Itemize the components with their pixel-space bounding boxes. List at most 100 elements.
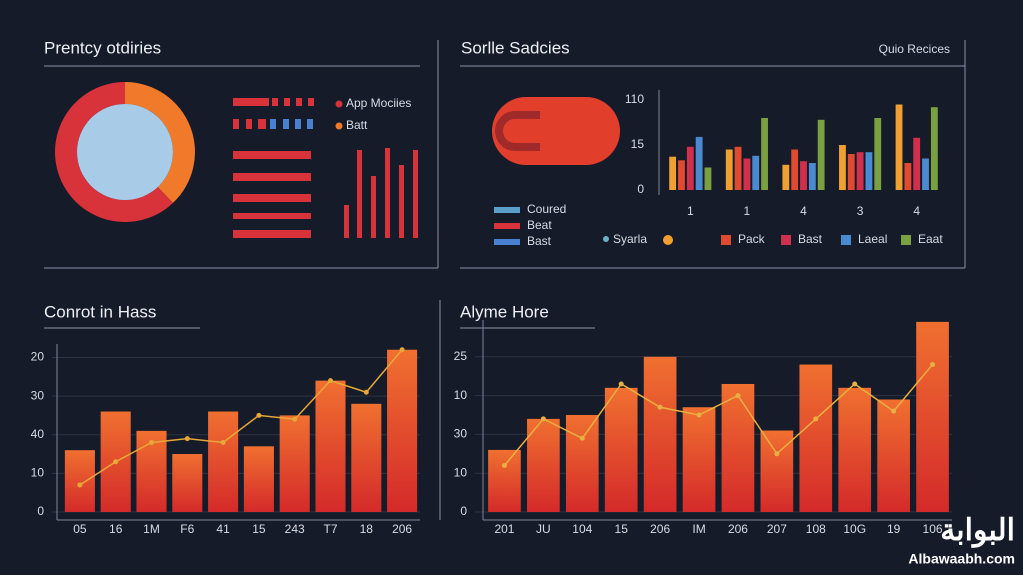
line-point xyxy=(363,389,369,395)
bar xyxy=(800,161,807,190)
line-point xyxy=(618,381,624,387)
line xyxy=(79,349,403,486)
x-tick-label: 108 xyxy=(806,522,826,536)
legend-swatch xyxy=(841,235,851,245)
legend-label: Bast xyxy=(798,232,823,246)
bar xyxy=(808,163,816,190)
bar xyxy=(743,158,751,190)
line-point xyxy=(501,462,507,468)
line-point xyxy=(149,439,154,445)
bar xyxy=(916,321,949,512)
bar xyxy=(669,156,677,190)
legend-label: Coured xyxy=(527,202,566,216)
x-tick-label: 206 xyxy=(728,522,748,536)
legend-label: Syarla xyxy=(613,232,647,246)
legend-swatch xyxy=(494,239,520,245)
bar xyxy=(838,387,872,512)
x-tick-label: T7 xyxy=(323,522,337,536)
pie-center xyxy=(77,104,173,200)
y-tick-label: 20 xyxy=(31,350,45,364)
bar xyxy=(686,146,694,190)
bar xyxy=(565,415,599,512)
bar xyxy=(782,164,790,190)
legend-swatch xyxy=(494,207,520,213)
line-point xyxy=(77,482,83,488)
bar xyxy=(817,119,825,190)
legend-swatch xyxy=(721,235,731,245)
line-point xyxy=(184,436,190,442)
x-tick-label: 206 xyxy=(392,522,412,536)
legend-swatch xyxy=(335,122,343,130)
panel-title: Alyme Hore xyxy=(460,302,549,321)
legend-swatch xyxy=(494,223,520,229)
legend-swatch xyxy=(781,235,791,245)
legend-label: Beat xyxy=(527,218,552,232)
bar xyxy=(643,356,677,512)
y-tick-label: 15 xyxy=(631,137,645,151)
line-point xyxy=(399,347,405,353)
bar xyxy=(847,154,855,190)
x-tick-label: 206 xyxy=(650,522,670,536)
bar xyxy=(874,118,882,190)
x-tick-label: 10G xyxy=(843,522,866,536)
line-point xyxy=(852,381,858,387)
watermark-latin: Albawaabh.com xyxy=(908,551,1015,567)
line xyxy=(503,364,934,466)
bar xyxy=(895,104,903,190)
legend-swatch xyxy=(901,235,911,245)
y-tick-label: 0 xyxy=(637,182,644,196)
legend-label: Pack xyxy=(738,232,766,246)
bar xyxy=(488,449,521,512)
line-point xyxy=(292,416,298,422)
x-tick-label: 15 xyxy=(252,522,266,536)
y-tick-label: 110 xyxy=(625,92,644,106)
bar xyxy=(752,155,760,190)
decoration xyxy=(233,98,418,238)
line-point xyxy=(540,416,546,422)
y-tick-label: 30 xyxy=(31,388,45,402)
x-tick-label: 1 xyxy=(687,204,694,218)
x-tick-label: IM xyxy=(692,522,705,536)
x-tick-label: 05 xyxy=(73,522,87,536)
bar xyxy=(243,446,274,512)
line-point xyxy=(774,451,780,457)
x-tick-label: F6 xyxy=(180,522,194,536)
legend-label: Eaat xyxy=(918,232,943,246)
x-tick-label: 19 xyxy=(887,522,901,536)
x-tick-label: 104 xyxy=(572,522,592,536)
bar xyxy=(839,145,846,190)
x-tick-label: 16 xyxy=(109,522,123,536)
bar xyxy=(721,383,755,512)
line-point xyxy=(735,393,741,399)
line-point xyxy=(256,412,262,418)
x-tick-label: 106 xyxy=(923,522,943,536)
bar xyxy=(865,152,873,190)
bar xyxy=(279,415,310,512)
watermark-arabic: البوابة xyxy=(940,514,1015,548)
legend-label: Batt xyxy=(346,118,368,132)
legend-label: Laeal xyxy=(858,232,887,246)
x-tick-label: 4 xyxy=(913,204,920,218)
bar xyxy=(922,158,929,190)
y-tick-label: 0 xyxy=(37,504,44,518)
legend-label: App Mociies xyxy=(346,96,411,110)
bar xyxy=(734,146,742,190)
x-tick-label: 243 xyxy=(285,522,305,536)
bar xyxy=(725,149,733,190)
bar xyxy=(930,107,938,190)
y-tick-label: 0 xyxy=(460,504,467,518)
decoration xyxy=(492,97,620,242)
line-point xyxy=(220,439,226,445)
subtitle: Quio Recices xyxy=(879,42,950,56)
x-tick-label: 18 xyxy=(360,522,374,536)
line-point xyxy=(813,416,819,422)
bar xyxy=(64,450,95,512)
bar xyxy=(877,399,910,512)
x-tick-label: JU xyxy=(536,522,551,536)
bar xyxy=(527,418,560,512)
y-tick-label: 25 xyxy=(454,349,468,363)
line-point xyxy=(891,408,897,414)
bar xyxy=(604,387,638,512)
bar xyxy=(208,411,239,512)
